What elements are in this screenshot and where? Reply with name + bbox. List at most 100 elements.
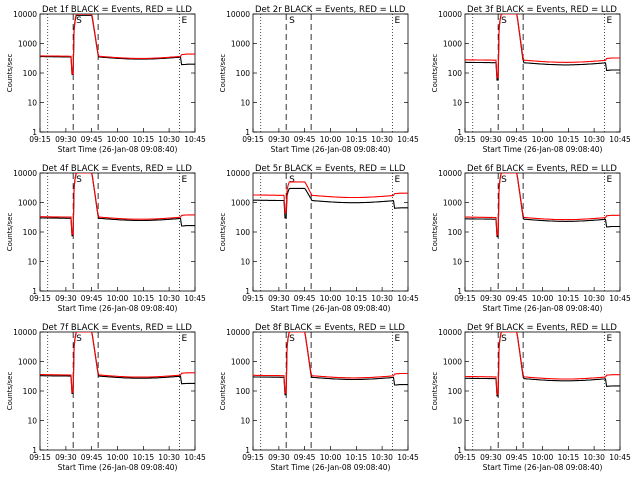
- panel-title: Det 8f BLACK = Events, RED = LLD: [255, 323, 405, 333]
- end-marker-label: E: [607, 175, 613, 185]
- x-axis-label: Start Time (26-Jan-08 09:08:40): [483, 145, 603, 154]
- x-tick-label: 10:00: [107, 135, 129, 144]
- end-marker-label: E: [182, 334, 188, 344]
- y-tick-label: 1: [245, 446, 250, 455]
- y-tick-label: 1: [32, 446, 37, 455]
- x-tick-label: 10:45: [609, 453, 631, 462]
- y-axis-label: Counts/sec: [219, 213, 227, 252]
- y-tick-label: 100: [448, 228, 463, 237]
- x-tick-label: 10:00: [532, 453, 554, 462]
- start-marker-label: S: [289, 16, 295, 26]
- series-line-lld: [465, 173, 620, 236]
- x-tick-label: 10:00: [532, 135, 554, 144]
- series-line-lld: [40, 332, 195, 393]
- series-line-lld: [465, 14, 620, 79]
- x-tick-label: 09:15: [242, 294, 264, 303]
- x-tick-label: 09:45: [506, 135, 528, 144]
- x-tick-label: 09:30: [268, 453, 290, 462]
- x-tick-label: 10:30: [158, 135, 180, 144]
- detector-panel-6: Det 6f BLACK = Events, RED = LLD 1 10 100 10…: [431, 164, 631, 313]
- x-axis-label: Start Time (26-Jan-08 09:08:40): [483, 463, 603, 472]
- y-tick-label: 100: [236, 387, 251, 396]
- x-tick-label: 10:15: [133, 453, 155, 462]
- x-tick-label: 10:30: [371, 453, 393, 462]
- panel-title: Det 3f BLACK = Events, RED = LLD: [467, 5, 617, 15]
- series-line-lld: [253, 181, 408, 214]
- panel-title: Det 4f BLACK = Events, RED = LLD: [42, 164, 192, 174]
- x-tick-label: 10:15: [558, 294, 580, 303]
- start-marker-label: S: [501, 175, 507, 185]
- y-axis-label: Counts/sec: [431, 213, 439, 252]
- x-tick-label: 10:15: [558, 453, 580, 462]
- start-marker-label: S: [501, 16, 507, 26]
- x-tick-label: 10:45: [397, 135, 419, 144]
- x-tick-label: 10:45: [184, 453, 206, 462]
- x-tick-label: 10:00: [320, 135, 342, 144]
- y-tick-label: 10000: [226, 10, 250, 19]
- series-line-events: [40, 14, 195, 75]
- y-tick-label: 1000: [231, 358, 250, 367]
- plot-frame: [252, 13, 409, 133]
- x-tick-label: 10:30: [371, 135, 393, 144]
- detector-panel-2: Det 2r BLACK = Events, RED = LLD 1 10 100 10…: [219, 5, 419, 154]
- x-tick-label: 09:15: [29, 135, 51, 144]
- x-tick-label: 10:45: [184, 135, 206, 144]
- start-marker-label: S: [76, 16, 82, 26]
- x-tick-label: 10:00: [107, 294, 129, 303]
- x-tick-label: 09:15: [242, 453, 264, 462]
- x-tick-label: 10:45: [397, 294, 419, 303]
- y-axis-label: Counts/sec: [6, 372, 14, 411]
- detector-panel-1: Det 1f BLACK = Events, RED = LLD 1 10 100 10…: [6, 5, 206, 154]
- y-tick-label: 1: [457, 446, 462, 455]
- x-tick-label: 09:15: [454, 135, 476, 144]
- y-tick-label: 10000: [13, 328, 37, 337]
- y-tick-label: 1000: [443, 199, 462, 208]
- x-tick-label: 09:45: [506, 453, 528, 462]
- y-axis-label: Counts/sec: [6, 213, 14, 252]
- x-tick-label: 09:15: [242, 135, 264, 144]
- x-tick-label: 10:15: [346, 135, 368, 144]
- x-axis-label: Start Time (26-Jan-08 09:08:40): [58, 463, 178, 472]
- end-marker-label: E: [182, 16, 188, 26]
- x-tick-label: 09:30: [55, 135, 77, 144]
- y-tick-label: 100: [23, 228, 38, 237]
- detector-panel-7: Det 7f BLACK = Events, RED = LLD 1 10 100 10…: [6, 323, 206, 472]
- end-marker-label: E: [607, 334, 613, 344]
- x-axis-label: Start Time (26-Jan-08 09:08:40): [271, 463, 391, 472]
- detector-panel-5: Det 5r BLACK = Events, RED = LLD 1 10 100 10…: [219, 164, 419, 313]
- y-tick-label: 1000: [18, 358, 37, 367]
- x-tick-label: 10:30: [583, 294, 605, 303]
- x-tick-label: 10:30: [158, 453, 180, 462]
- y-tick-label: 100: [448, 69, 463, 78]
- series-line-events: [465, 14, 620, 81]
- x-tick-label: 10:00: [320, 453, 342, 462]
- end-marker-label: E: [395, 175, 401, 185]
- x-tick-label: 09:45: [506, 294, 528, 303]
- plot-frame: [39, 172, 196, 292]
- plot-frame: [464, 13, 621, 133]
- y-tick-label: 10: [452, 417, 462, 426]
- x-tick-label: 09:45: [81, 135, 103, 144]
- end-marker-label: E: [607, 16, 613, 26]
- y-axis-label: Counts/sec: [219, 54, 227, 93]
- x-tick-label: 10:45: [397, 453, 419, 462]
- y-tick-label: 10: [452, 99, 462, 108]
- y-tick-label: 100: [23, 69, 38, 78]
- panel-title: Det 1f BLACK = Events, RED = LLD: [42, 5, 192, 15]
- y-tick-label: 10: [27, 417, 37, 426]
- y-axis-label: Counts/sec: [431, 372, 439, 411]
- start-marker-label: S: [501, 334, 507, 344]
- x-tick-label: 10:45: [609, 294, 631, 303]
- y-tick-label: 10: [452, 258, 462, 267]
- series-line-lld: [40, 173, 195, 236]
- x-tick-label: 10:30: [583, 135, 605, 144]
- y-tick-label: 1000: [443, 358, 462, 367]
- series-line-events: [253, 332, 408, 396]
- x-tick-label: 09:30: [268, 294, 290, 303]
- series-line-lld: [465, 332, 620, 395]
- y-tick-label: 10000: [13, 10, 37, 19]
- end-marker-label: E: [395, 334, 401, 344]
- detector-panel-9: Det 9f BLACK = Events, RED = LLD 1 10 100 10…: [431, 323, 631, 472]
- x-tick-label: 09:30: [268, 135, 290, 144]
